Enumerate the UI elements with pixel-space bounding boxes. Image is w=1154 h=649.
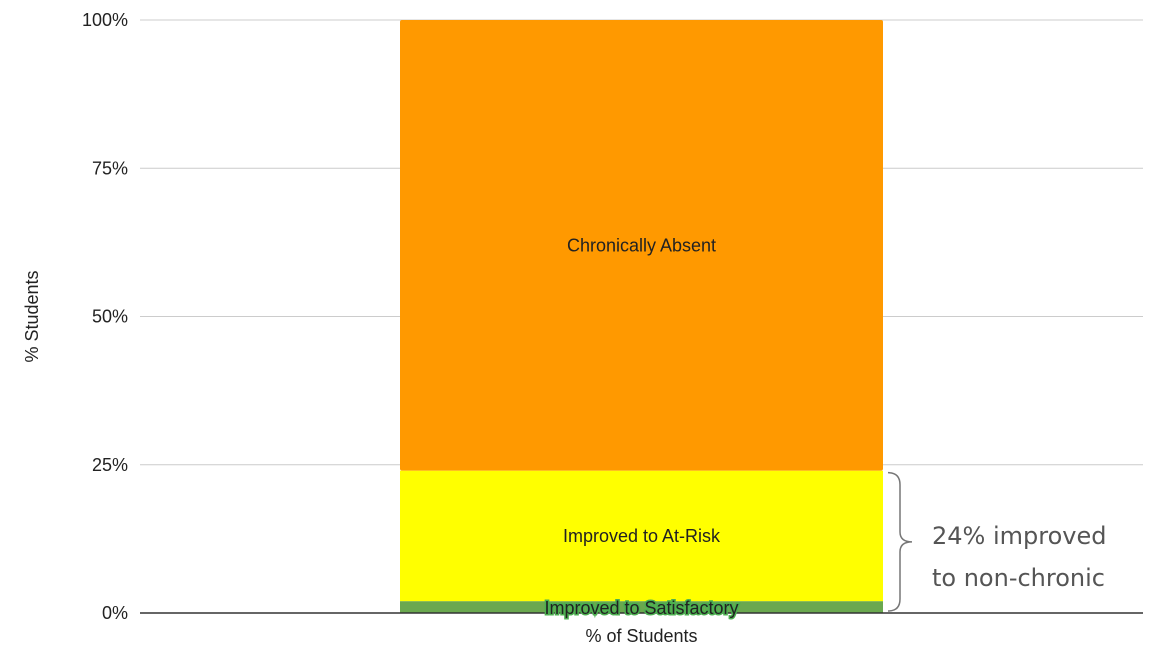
- bar-segment-chronically-absent: [400, 20, 883, 471]
- segment-label-improved-to-at-risk: Improved to At-Risk: [563, 526, 721, 546]
- segment-label-improved-to-satisfactory: Improved to Satisfactory: [544, 598, 738, 618]
- y-tick-labels: 0% 25% 50% 75% 100%: [82, 10, 128, 623]
- y-axis-title: % Students: [22, 270, 42, 362]
- annotation-brace: [887, 471, 913, 612]
- y-tick-label: 100%: [82, 10, 128, 30]
- bar-segments: [400, 20, 883, 613]
- annotation-line-1: 24% improved: [932, 522, 1106, 550]
- y-tick-label: 50%: [92, 307, 128, 327]
- bar-segment-improved-to-satisfactory: [400, 601, 883, 613]
- segment-labels: Improved to Satisfactory Improved to At-R…: [543, 235, 740, 619]
- x-axis-title: % of Students: [585, 626, 697, 646]
- y-tick-label: 75%: [92, 158, 128, 178]
- y-tick-label: 0%: [102, 603, 128, 623]
- segment-label-chronically-absent: Chronically Absent: [567, 235, 716, 255]
- bar-segment-improved-to-at-risk: [400, 470, 883, 602]
- y-tick-label: 25%: [92, 455, 128, 475]
- annotation-line-2: to non-chronic: [932, 564, 1105, 592]
